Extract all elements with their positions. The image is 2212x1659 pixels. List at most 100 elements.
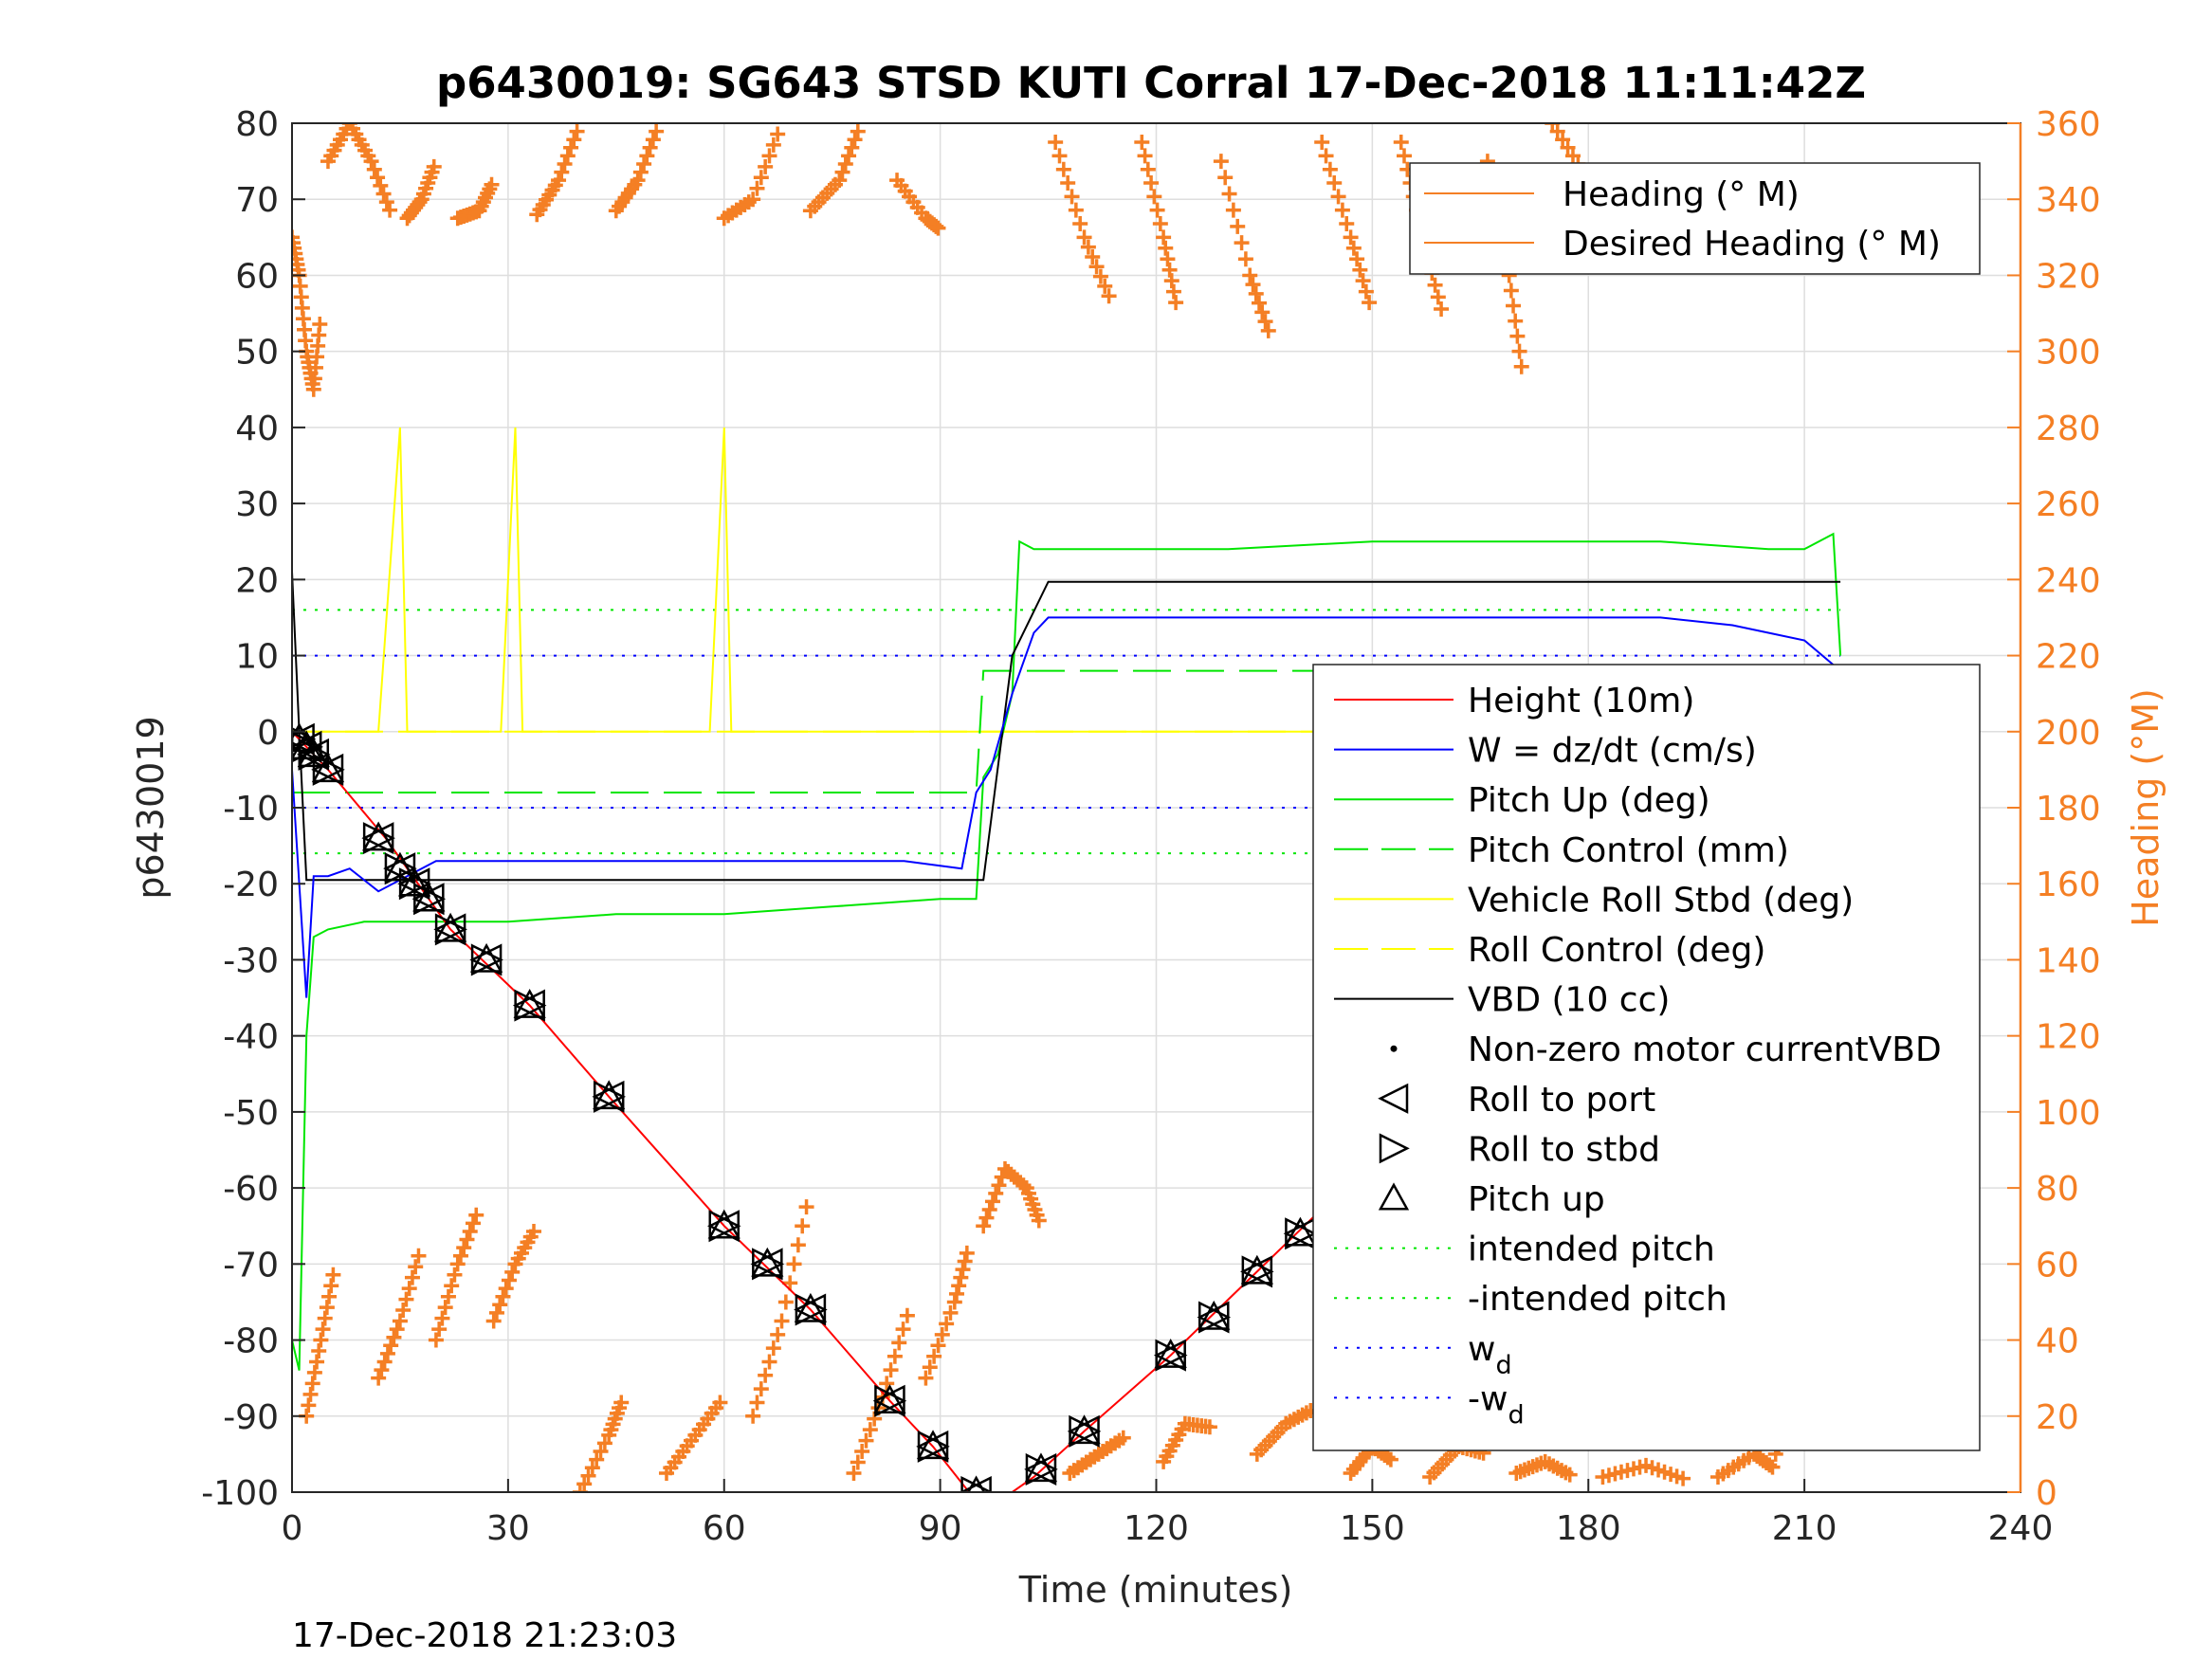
heading-point [572, 1485, 588, 1492]
legend-swatch [1379, 1133, 1410, 1164]
heading-point [1564, 148, 1581, 164]
marker-roll-stbd [795, 1293, 828, 1326]
heading-point [411, 194, 428, 210]
heading-point [526, 1223, 542, 1239]
heading-point [753, 170, 769, 186]
heading-point [1343, 229, 1359, 246]
marker-pitch-up [1024, 1452, 1058, 1483]
heading-point [363, 154, 379, 170]
y2-tick-label: 220 [2036, 638, 2101, 677]
heading-point [501, 1272, 517, 1288]
heading-point [576, 1476, 593, 1492]
heading-point [645, 132, 661, 148]
marker-pitch-up [311, 753, 345, 783]
axis-ticks: 0 30 60 90 120 150 180 210 240-100-90-80-70-60-5… [201, 105, 2100, 1548]
heading-point [382, 202, 398, 218]
heading-point [926, 1348, 942, 1364]
heading-point [745, 1408, 761, 1424]
y-tick-label: -50 [223, 1094, 279, 1133]
heading-point [428, 1332, 444, 1348]
y2-tick-label: 300 [2036, 334, 2101, 373]
heading-point [951, 1278, 967, 1294]
heading-point [1152, 216, 1168, 232]
y2-tick-label: 40 [2036, 1322, 2079, 1361]
heading-point [311, 1343, 327, 1359]
heading-point [321, 1288, 338, 1304]
heading-point [1115, 1430, 1131, 1446]
y-tick-label: 50 [235, 334, 279, 373]
legend-swatch [1378, 1182, 1410, 1211]
y-tick-label: 70 [235, 181, 279, 220]
x-tick-label: 60 [703, 1509, 746, 1548]
legend-label-text: intended pitch [1468, 1231, 1715, 1269]
heading-point [374, 1362, 390, 1378]
heading-point [850, 1454, 866, 1470]
legend-label-text: -w [1468, 1379, 1508, 1418]
marker-roll-port [1283, 1217, 1316, 1250]
heading-point [437, 1300, 453, 1316]
legend-label: VBD (10 cc) [1468, 981, 1670, 1020]
heading-point [551, 173, 567, 189]
marker-roll-stbd [514, 989, 547, 1022]
heading-point [712, 1395, 728, 1411]
heading-point [404, 1269, 420, 1285]
heading-point [1051, 148, 1068, 164]
heading-point [948, 1285, 964, 1302]
heading-point [485, 1313, 502, 1329]
heading-point [642, 139, 658, 155]
heading-point [378, 194, 394, 210]
heading-point [456, 1240, 472, 1256]
heading-point [1508, 313, 1524, 329]
heading-point [1072, 216, 1088, 232]
heading-point [1234, 235, 1250, 251]
heading-point [895, 1322, 911, 1338]
y-tick-label: -100 [201, 1474, 279, 1513]
heading-point [313, 1332, 329, 1348]
marker-roll-stbd [874, 1384, 907, 1417]
marker-pitch-up [362, 821, 395, 851]
y-tick-label: 60 [235, 257, 279, 296]
heading-point [325, 1267, 341, 1283]
y-tick-label: 30 [235, 485, 279, 524]
heading-point [1230, 218, 1246, 234]
legend-label-text: W = dz/dt (cm/s) [1468, 732, 1757, 771]
marker-roll-stbd [1155, 1339, 1188, 1372]
x-tick-label: 180 [1556, 1509, 1621, 1548]
heading-point [1149, 202, 1165, 218]
heading-point [557, 155, 573, 172]
legend-label: Roll to port [1468, 1081, 1655, 1120]
legend-label: Pitch Up (deg) [1468, 781, 1710, 820]
heading-point [566, 132, 582, 148]
heading-point [1314, 135, 1330, 151]
legend-label: W = dz/dt (cm/s) [1468, 732, 1757, 771]
heading-point [426, 158, 442, 174]
heading-point [1513, 358, 1529, 374]
marker-roll-stbd [960, 1475, 994, 1492]
heading-point [847, 132, 863, 148]
heading-point [1221, 186, 1237, 202]
y-tick-label: 0 [257, 714, 279, 753]
heading-point [1076, 229, 1092, 246]
marker-pitch-up [751, 1247, 784, 1277]
chart-title: p6430019: SG643 STSD KUTI Corral 17-Dec-… [436, 58, 1866, 108]
heading-point [749, 1395, 765, 1411]
heading-point [1318, 148, 1334, 164]
legend-label: Roll Control (deg) [1468, 931, 1765, 970]
legend-label: wd [1468, 1330, 1512, 1380]
legend-swatch [1390, 1045, 1398, 1052]
heading-point [795, 1218, 811, 1234]
series-w-dz-dt-cm-s- [292, 616, 1841, 998]
heading-point [431, 1322, 448, 1338]
y2-axis-label: Heading (°M) [2125, 688, 2166, 927]
heading-point [930, 1338, 946, 1354]
heading-point [440, 1288, 456, 1304]
y-tick-label: 40 [235, 410, 279, 448]
heading-point [770, 1326, 786, 1342]
heading-point [1015, 1177, 1032, 1194]
x-tick-label: 210 [1772, 1509, 1837, 1548]
heading-point [411, 1248, 427, 1264]
heading-point [1762, 1457, 1778, 1473]
heading-point [867, 1411, 883, 1427]
heading-point [922, 1359, 938, 1376]
heading-point [991, 1177, 1007, 1194]
